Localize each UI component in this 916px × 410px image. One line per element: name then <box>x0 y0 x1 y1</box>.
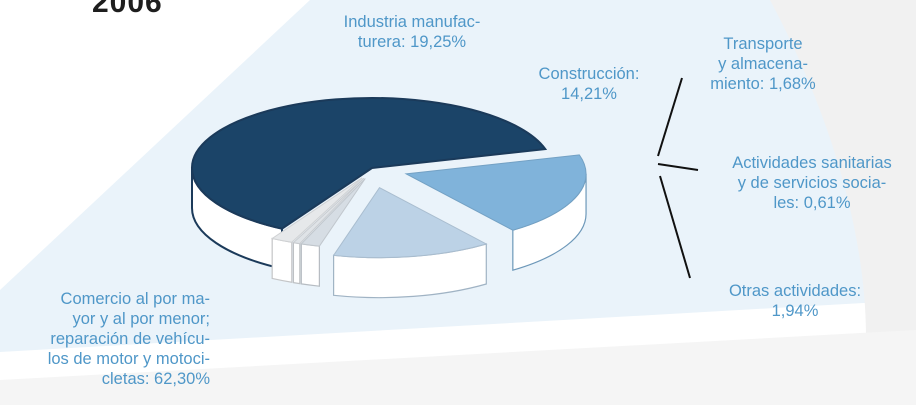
leader-lines <box>657 77 699 279</box>
label-line: 1,94% <box>771 302 819 320</box>
slice-top-5 <box>270 177 363 243</box>
leader-line-transporte <box>657 77 683 157</box>
label-otras: Otras actividades: 1,94% <box>700 281 890 321</box>
label-industria: Industria manufac- turera: 19,25% <box>312 12 512 52</box>
pie-3d <box>191 97 587 299</box>
slice-top-1 <box>404 154 587 231</box>
slice-side-5 <box>271 237 293 283</box>
background-band-gray <box>770 0 916 405</box>
label-line: turera: 19,25% <box>357 33 467 51</box>
label-line: Transporte <box>723 35 803 53</box>
leader-line-otras <box>659 175 691 279</box>
label-transporte: Transporte y almacena- miento: 1,68% <box>688 34 838 94</box>
label-line: reparación de vehícu- <box>50 330 210 348</box>
background-band-bottom <box>0 330 916 405</box>
label-line: cletas: 62,30% <box>101 370 210 388</box>
leader-line-sanitarias <box>657 163 699 171</box>
label-line: y almacena- <box>718 55 808 73</box>
label-line: los de motor y motoci- <box>47 350 210 368</box>
slice-top-0 <box>191 97 548 230</box>
label-line: Comercio al por ma- <box>60 290 210 308</box>
chart-title: 2006 <box>92 0 163 19</box>
slice-side-4 <box>292 241 301 285</box>
label-comercio: Comercio al por ma- yor y al por menor; … <box>0 289 210 389</box>
label-line: miento: 1,68% <box>710 75 816 93</box>
slice-top-3 <box>300 178 366 247</box>
label-line: yor y al por menor; <box>72 310 210 328</box>
label-sanitarias: Actividades sanitarias y de servicios so… <box>708 153 916 213</box>
label-line: y de servicios socia- <box>737 174 887 192</box>
label-construccion: Construcción: 14,21% <box>514 64 664 104</box>
label-line: les: 0,61% <box>773 194 851 212</box>
slice-top-4 <box>292 177 365 245</box>
slice-top-2 <box>332 186 488 259</box>
label-line: Otras actividades: <box>728 282 862 300</box>
slice-side-3 <box>300 243 320 287</box>
label-line: Industria manufac- <box>343 13 481 31</box>
label-line: Construcción: <box>538 65 640 83</box>
label-line: 14,21% <box>561 85 617 103</box>
label-line: Actividades sanitarias <box>732 154 892 172</box>
